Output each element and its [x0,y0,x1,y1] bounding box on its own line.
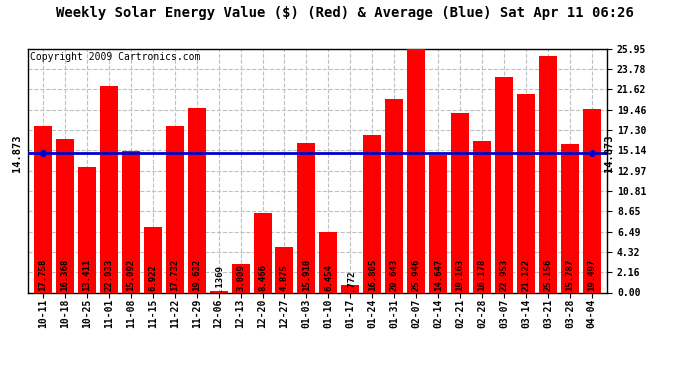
Text: 15.092: 15.092 [126,259,135,291]
Bar [385,99,403,292]
Text: 14.873: 14.873 [604,134,614,171]
Bar [297,143,315,292]
Text: 17.732: 17.732 [170,259,179,291]
Bar [275,247,293,292]
Text: 16.178: 16.178 [477,259,486,291]
Text: Copyright 2009 Cartronics.com: Copyright 2009 Cartronics.com [30,53,201,62]
Text: .772: .772 [346,270,355,291]
Bar [210,291,228,292]
Text: 6.922: 6.922 [148,264,157,291]
Bar [78,166,96,292]
Bar [319,232,337,292]
Text: 4.875: 4.875 [280,264,289,291]
Text: 16.805: 16.805 [368,259,377,291]
Text: 20.643: 20.643 [390,259,399,291]
Bar [342,285,359,292]
Text: 19.163: 19.163 [455,259,464,291]
Bar [495,77,513,292]
Text: 14.873: 14.873 [12,134,21,171]
Bar [517,94,535,292]
Bar [429,155,447,292]
Text: 19.497: 19.497 [587,259,596,291]
Bar [253,213,272,292]
Text: 14.647: 14.647 [433,259,443,291]
Text: 15.787: 15.787 [565,259,574,291]
Text: 25.156: 25.156 [544,259,553,291]
Text: 8.466: 8.466 [258,264,267,291]
Bar [583,110,601,292]
Text: Weekly Solar Energy Value ($) (Red) & Average (Blue) Sat Apr 11 06:26: Weekly Solar Energy Value ($) (Red) & Av… [56,6,634,20]
Text: 6.454: 6.454 [324,264,333,291]
Text: 3.009: 3.009 [236,264,245,291]
Text: 16.368: 16.368 [61,259,70,291]
Bar [34,126,52,292]
Bar [144,228,161,292]
Text: 19.632: 19.632 [192,259,201,291]
Bar [364,135,382,292]
Bar [232,264,250,292]
Bar [561,144,579,292]
Text: 21.122: 21.122 [522,259,531,291]
Bar [451,112,469,292]
Bar [539,56,557,292]
Bar [122,151,140,292]
Bar [473,141,491,292]
Text: 22.033: 22.033 [104,259,113,291]
Text: .1369: .1369 [214,264,223,291]
Bar [56,139,74,292]
Text: 22.953: 22.953 [500,259,509,291]
Text: 25.946: 25.946 [412,259,421,291]
Bar [100,86,118,292]
Text: 15.910: 15.910 [302,259,311,291]
Bar [188,108,206,292]
Text: 17.758: 17.758 [39,259,48,291]
Bar [407,49,425,292]
Bar [166,126,184,292]
Text: 13.411: 13.411 [82,259,91,291]
